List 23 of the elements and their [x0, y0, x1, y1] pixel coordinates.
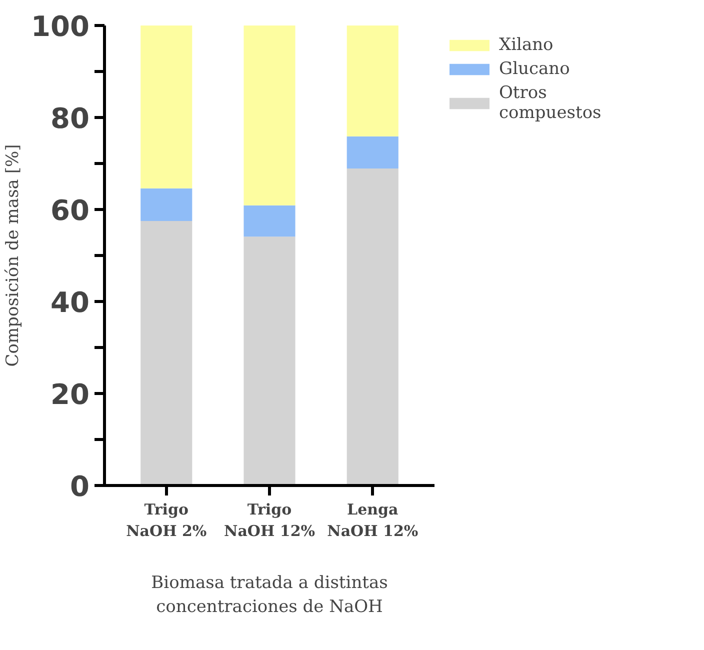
y-tick-label: 0: [70, 470, 90, 503]
x-axis-title: Biomasa tratada a distintas concentraciones de NaOH: [151, 573, 388, 618]
bar: [244, 26, 296, 206]
legend-label: Otros compuestos: [499, 83, 602, 123]
bar: [346, 168, 398, 486]
x-tick-label: Trigo NaOH 12%: [224, 500, 316, 540]
bar: [346, 136, 398, 169]
bar: [140, 221, 192, 486]
y-tick-label: 80: [50, 102, 90, 135]
y-tick-label: 60: [50, 194, 90, 227]
legend-label: Glucano: [499, 59, 570, 79]
y-tick-label: 40: [50, 286, 90, 319]
y-tick-label: 100: [31, 10, 90, 43]
bar: [346, 26, 398, 136]
x-tick-label: Lenga NaOH 12%: [327, 500, 418, 540]
bar: [244, 205, 296, 237]
y-tick-label: 20: [50, 378, 90, 411]
bar: [140, 188, 192, 221]
bar: [244, 236, 296, 486]
y-axis-title: Composición de masa [%]: [3, 144, 24, 367]
legend-label: Xilano: [499, 35, 554, 55]
bar: [140, 26, 192, 188]
x-tick-label: Trigo NaOH 2%: [126, 500, 207, 540]
